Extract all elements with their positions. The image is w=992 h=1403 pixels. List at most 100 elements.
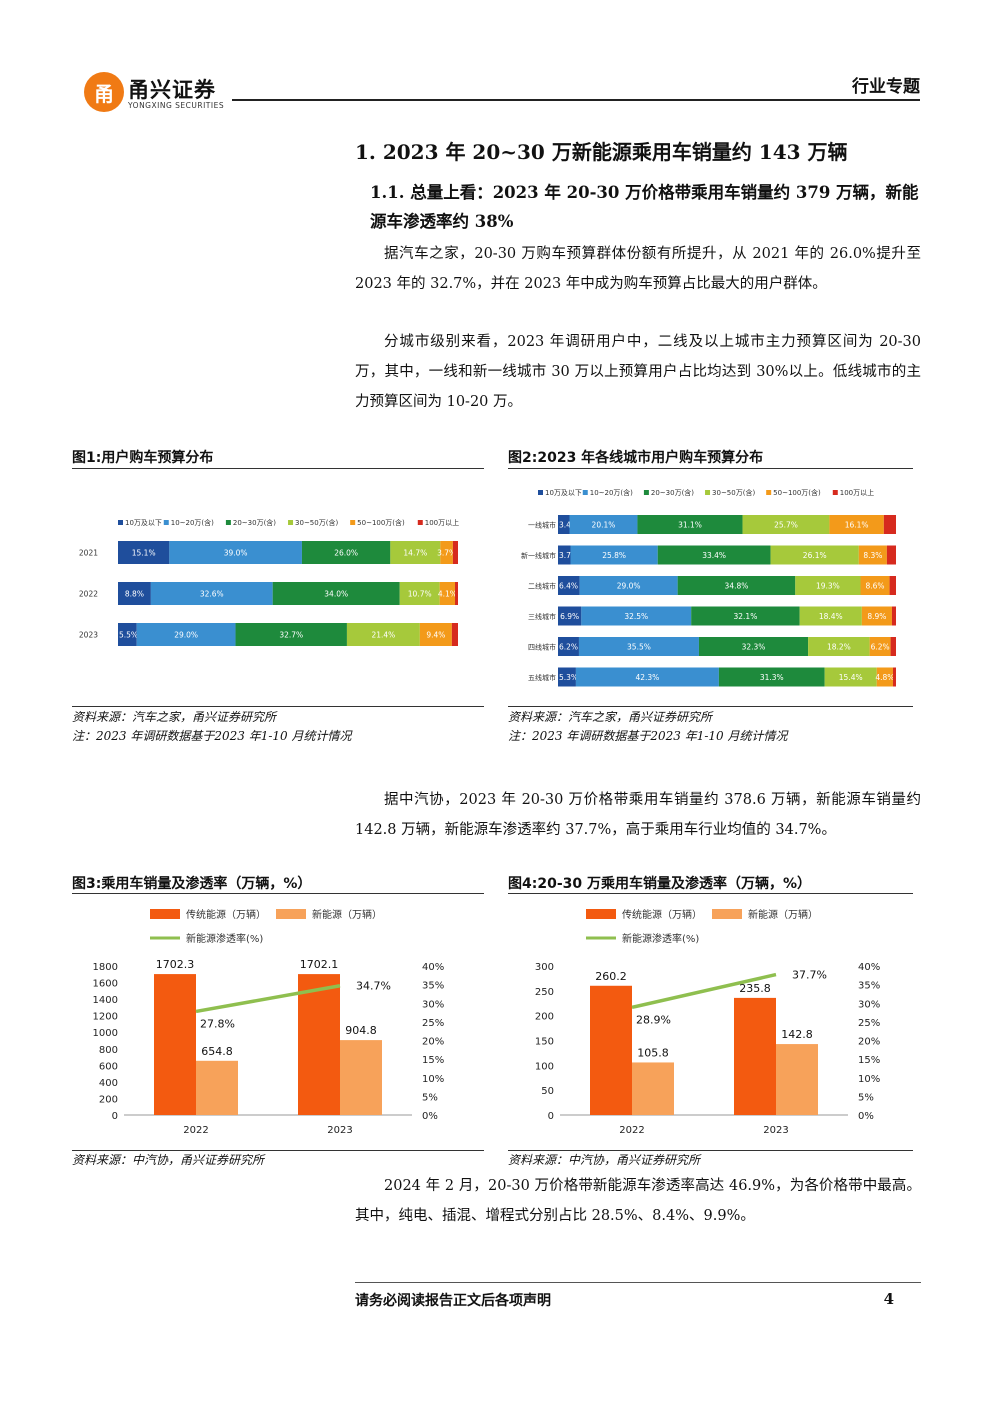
fig2-chart: 10万及以下 10~20万(含) 20~30万(含) 30~50万(含) 50~100万… bbox=[521, 488, 896, 687]
legend-label: 传统能源（万辆） bbox=[186, 908, 266, 921]
legend-swatch bbox=[417, 520, 423, 525]
bar-segment bbox=[136, 623, 236, 646]
fig4-bottom-rule bbox=[508, 1150, 913, 1151]
bar-segment bbox=[698, 637, 809, 656]
fig2-note: 注：2023 年调研数据基于2023 年1-10 月统计情况 bbox=[508, 729, 788, 743]
bar bbox=[734, 997, 776, 1115]
fig1-title: 图1:用户购车预算分布 bbox=[72, 450, 214, 466]
data-label: 32.3% bbox=[742, 643, 766, 652]
data-label: 35.5% bbox=[627, 643, 651, 652]
data-label: 29.0% bbox=[174, 631, 198, 640]
bar-segment bbox=[452, 541, 458, 564]
data-label: 34.0% bbox=[324, 590, 348, 599]
fig2-source: 资料来源：汽车之家，甬兴证券研究所 bbox=[508, 710, 713, 724]
data-label: 25.7% bbox=[774, 521, 798, 530]
line-label: 34.7% bbox=[356, 980, 391, 993]
y2-tick-label: 35% bbox=[858, 981, 880, 992]
category-label: 2021 bbox=[79, 549, 98, 558]
bar-segment bbox=[118, 541, 170, 564]
y-tick-label: 200 bbox=[535, 1012, 554, 1023]
bar bbox=[154, 974, 196, 1115]
footer-rule bbox=[355, 1282, 921, 1283]
bar-segment bbox=[575, 667, 719, 687]
data-label: 4.1% bbox=[438, 590, 457, 599]
fig4-rule bbox=[508, 893, 913, 894]
y2-tick-label: 35% bbox=[422, 981, 444, 992]
data-label: 31.1% bbox=[678, 521, 702, 530]
legend-swatch bbox=[582, 490, 588, 495]
data-label: 21.4% bbox=[371, 631, 395, 640]
bar-segment bbox=[860, 576, 890, 595]
bar-segment bbox=[390, 541, 441, 564]
y2-tick-label: 15% bbox=[422, 1055, 444, 1066]
fig3-chart: 传统能源（万辆） 新能源（万辆） 新能源渗透率(%) 0 200 400 600 800 100… bbox=[93, 908, 445, 1136]
bar-segment bbox=[861, 606, 892, 626]
bar-segment bbox=[272, 582, 400, 605]
bar-segment bbox=[569, 515, 638, 534]
x-tick-label: 2022 bbox=[183, 1125, 208, 1136]
y2-tick-label: 10% bbox=[422, 1074, 444, 1085]
bar bbox=[590, 985, 632, 1115]
bar-segment bbox=[829, 515, 884, 534]
y2-tick-label: 5% bbox=[422, 1092, 438, 1103]
bar-segment bbox=[657, 545, 771, 565]
y2-tick-label: 15% bbox=[858, 1055, 880, 1066]
data-label: 4.8% bbox=[875, 673, 894, 682]
data-label: 6.9% bbox=[560, 612, 579, 621]
bar-segment bbox=[742, 515, 830, 534]
legend-label: 新能源（万辆） bbox=[312, 908, 382, 921]
data-label: 1702.3 bbox=[156, 958, 195, 971]
bar-segment bbox=[558, 515, 570, 534]
bar-segment bbox=[440, 541, 453, 564]
fig4-chart: 传统能源（万辆） 新能源（万辆） 新能源渗透率(%) 0 50 100 150 200 250 3… bbox=[535, 908, 880, 1136]
bar bbox=[196, 1060, 238, 1115]
fig3-rule bbox=[72, 893, 484, 894]
bar-segment bbox=[399, 582, 440, 605]
y2-tick-label: 25% bbox=[422, 1018, 444, 1029]
data-label: 25.8% bbox=[602, 551, 626, 560]
y-tick-label: 0 bbox=[548, 1111, 554, 1122]
bar-segment bbox=[558, 667, 576, 687]
y2-tick-label: 40% bbox=[422, 962, 444, 973]
bar-segment bbox=[558, 606, 582, 626]
y-tick-label: 300 bbox=[535, 962, 554, 973]
bar-segment bbox=[890, 637, 896, 656]
line-label: 27.8% bbox=[200, 1017, 235, 1030]
data-label: 39.0% bbox=[224, 549, 248, 558]
fig2-rule bbox=[508, 468, 913, 469]
legend-label: 20~30万(含) bbox=[651, 488, 694, 497]
fig3-bottom-rule bbox=[72, 1150, 484, 1151]
y2-tick-label: 10% bbox=[858, 1074, 880, 1085]
bar-segment bbox=[891, 606, 896, 626]
fig2-bottom-rule bbox=[508, 706, 913, 707]
data-label: 18.2% bbox=[827, 643, 851, 652]
fig1-source: 资料来源：汽车之家，甬兴证券研究所 bbox=[72, 710, 277, 724]
bar bbox=[632, 1062, 674, 1115]
legend-label: 50~100万(含) bbox=[357, 518, 405, 527]
fig1-bottom-rule bbox=[72, 706, 484, 707]
fig3-source: 资料来源：中汽协，甬兴证券研究所 bbox=[72, 1153, 265, 1167]
bar-segment bbox=[419, 623, 452, 646]
legend-swatch bbox=[150, 909, 180, 919]
data-label: 42.3% bbox=[635, 673, 659, 682]
data-label: 33.4% bbox=[702, 551, 726, 560]
data-label: 654.8 bbox=[201, 1045, 233, 1058]
line-label: 37.7% bbox=[792, 969, 827, 982]
bar-segment bbox=[439, 582, 456, 605]
legend-label: 新能源渗透率(%) bbox=[186, 932, 263, 945]
bar-segment bbox=[558, 637, 579, 656]
data-label: 3.4% bbox=[559, 521, 578, 530]
data-label: 8.6% bbox=[866, 582, 885, 591]
legend-label: 新能源渗透率(%) bbox=[622, 932, 699, 945]
category-label: 2023 bbox=[79, 631, 98, 640]
bar-segment bbox=[150, 582, 273, 605]
y-tick-label: 1200 bbox=[93, 1012, 118, 1023]
bar-segment bbox=[889, 576, 896, 595]
data-label: 10.7% bbox=[408, 590, 432, 599]
y2-tick-label: 20% bbox=[422, 1037, 444, 1048]
fig4-title: 图4:20-30 万乘用车销量及渗透率（万辆，%） bbox=[508, 876, 812, 892]
bar-segment bbox=[718, 667, 825, 687]
legend-swatch bbox=[225, 520, 231, 525]
x-tick-label: 2023 bbox=[763, 1125, 788, 1136]
legend-swatch bbox=[643, 490, 649, 495]
